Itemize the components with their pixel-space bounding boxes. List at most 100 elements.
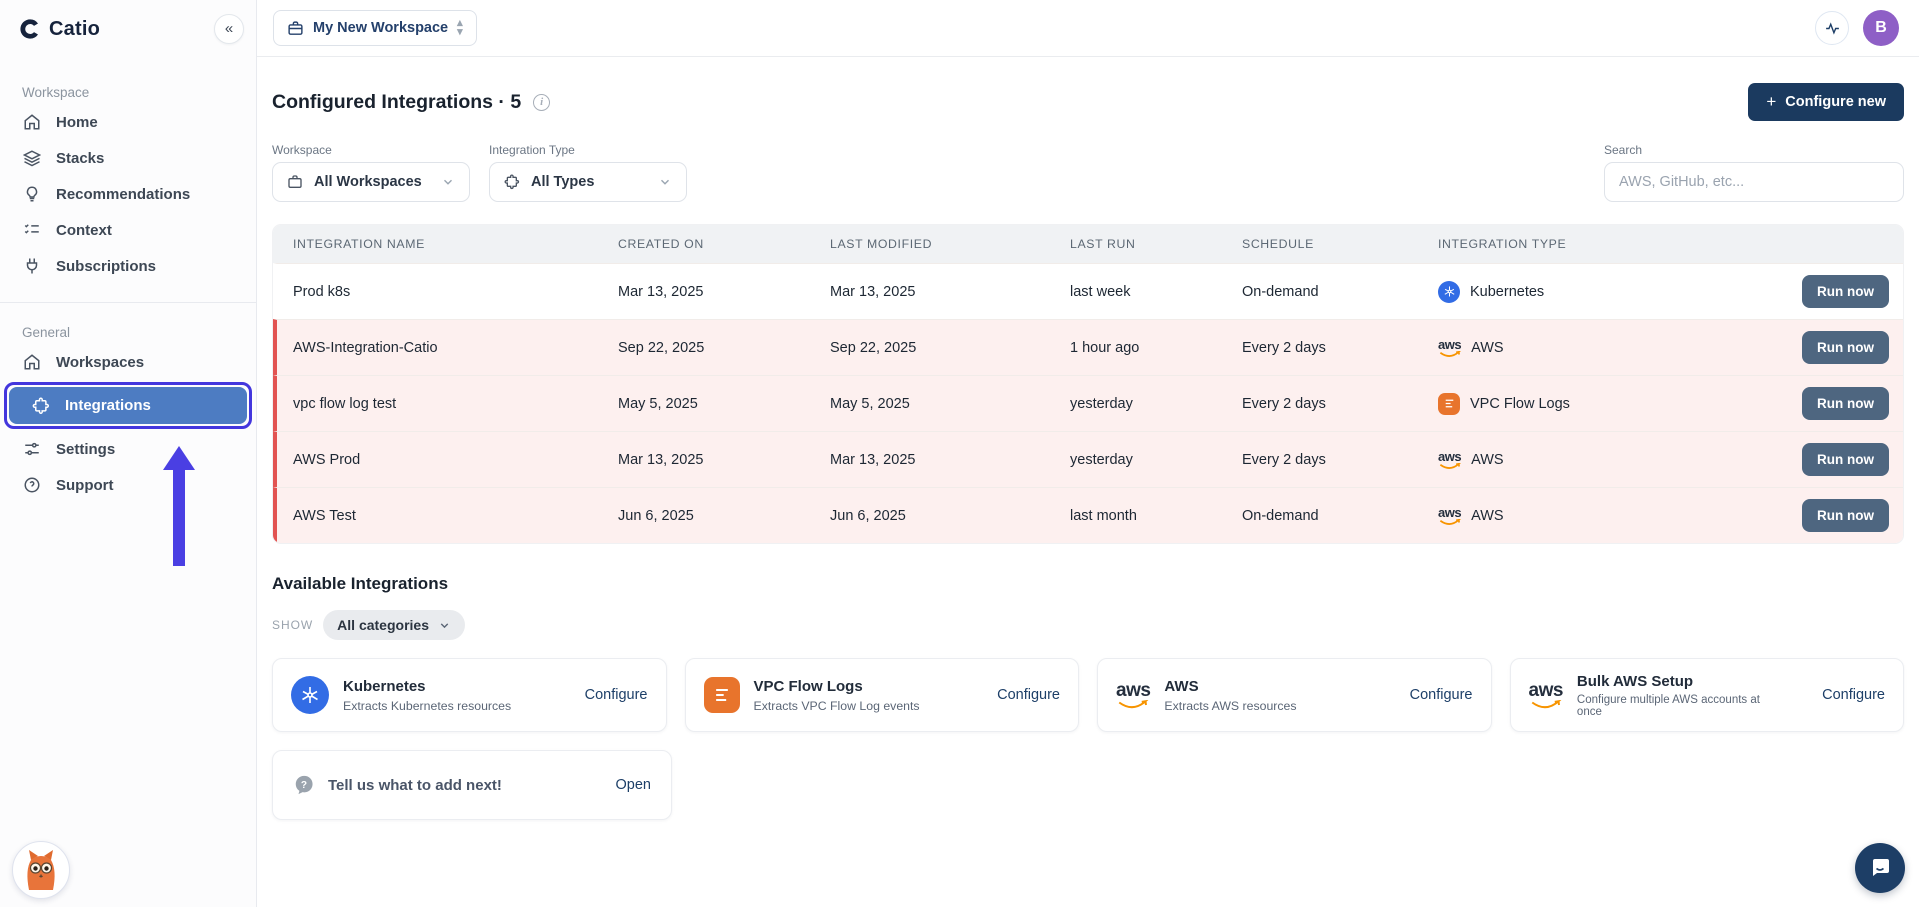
vpc-flow-logs-icon xyxy=(1438,392,1460,415)
sliders-icon xyxy=(22,440,41,459)
card-description: Extracts AWS resources xyxy=(1164,698,1297,713)
sidebar-item-workspaces[interactable]: Workspaces xyxy=(0,344,256,380)
open-link[interactable]: Open xyxy=(615,777,651,793)
aws-icon: aws xyxy=(1438,338,1462,358)
mascot-cat[interactable] xyxy=(12,841,70,899)
integration-card-vpc-flow-logs[interactable]: VPC Flow Logs Extracts VPC Flow Log even… xyxy=(684,658,1079,732)
aws-icon: aws xyxy=(1116,681,1151,710)
feedback-text: Tell us what to add next! xyxy=(328,776,502,794)
table-row[interactable]: AWS-Integration-Catio Sep 22, 2025 Sep 2… xyxy=(273,319,1903,375)
filters-bar: Workspace All Workspaces Integration Typ… xyxy=(272,143,1904,202)
integration-name: vpc flow log test xyxy=(293,395,397,412)
kubernetes-icon xyxy=(1438,280,1460,303)
type-filter-select[interactable]: All Types xyxy=(489,162,687,202)
sidebar-item-recommendations[interactable]: Recommendations xyxy=(0,176,256,212)
card-description: Extracts VPC Flow Log events xyxy=(753,698,920,713)
card-description: Extracts Kubernetes resources xyxy=(343,698,512,713)
content: Configured Integrations · 5 i + Configur… xyxy=(257,57,1919,907)
run-now-button[interactable]: Run now xyxy=(1802,499,1889,532)
integration-card-kubernetes[interactable]: Kubernetes Extracts Kubernetes resources… xyxy=(272,658,667,732)
aws-icon: aws xyxy=(1529,681,1563,710)
chevron-double-left-icon: « xyxy=(224,20,234,37)
feedback-card[interactable]: ? Tell us what to add next! Open xyxy=(272,750,672,820)
sidebar-item-home[interactable]: Home xyxy=(0,104,256,140)
integration-card-aws[interactable]: aws AWS Extracts AWS resources Configure xyxy=(1097,658,1492,732)
sidebar-item-context[interactable]: Context xyxy=(0,212,256,248)
sidebar-collapse-button[interactable]: « xyxy=(214,14,244,44)
integration-card-bulk-aws-setup[interactable]: aws Bulk AWS Setup Configure multiple AW… xyxy=(1509,658,1904,732)
sidebar-section-general: General xyxy=(22,325,71,340)
home-icon xyxy=(22,353,41,372)
chat-bubble-icon xyxy=(1873,859,1889,876)
configure-link[interactable]: Configure xyxy=(584,687,648,703)
info-icon[interactable]: i xyxy=(533,93,551,111)
table-row[interactable]: AWS Test Jun 6, 2025 Jun 6, 2025 last mo… xyxy=(273,487,1903,543)
card-title: AWS xyxy=(1164,677,1199,695)
aws-icon: aws xyxy=(1438,450,1462,470)
avatar-initial: B xyxy=(1875,19,1887,36)
card-title: Kubernetes xyxy=(343,677,426,695)
column-header: LAST MODIFIED xyxy=(830,237,933,251)
run-now-button[interactable]: Run now xyxy=(1802,331,1889,364)
created-on: Mar 13, 2025 xyxy=(618,451,704,468)
workspace-selector-label: My New Workspace xyxy=(313,20,449,36)
table-row[interactable]: vpc flow log test May 5, 2025 May 5, 202… xyxy=(273,375,1903,431)
type-filter-value: All Types xyxy=(531,174,595,190)
workspace-selector[interactable]: My New Workspace ▴ ▾ xyxy=(273,10,477,46)
column-header: CREATED ON xyxy=(618,237,704,251)
table-row[interactable]: AWS Prod Mar 13, 2025 Mar 13, 2025 yeste… xyxy=(273,431,1903,487)
topbar: My New Workspace ▴ ▾ B xyxy=(257,0,1919,57)
sidebar-item-stacks[interactable]: Stacks xyxy=(0,140,256,176)
chat-fab-button[interactable] xyxy=(1855,843,1905,893)
plug-icon xyxy=(22,257,41,276)
schedule: On-demand xyxy=(1242,283,1319,300)
sidebar-item-label: Subscriptions xyxy=(56,257,157,275)
run-now-button[interactable]: Run now xyxy=(1802,443,1889,476)
last-modified: Jun 6, 2025 xyxy=(830,507,906,524)
configure-link[interactable]: Configure xyxy=(997,687,1060,703)
activity-button[interactable] xyxy=(1815,11,1849,45)
schedule: Every 2 days xyxy=(1242,451,1326,468)
plus-icon: + xyxy=(1766,92,1777,111)
home-icon xyxy=(22,113,41,132)
search-input[interactable] xyxy=(1604,162,1904,202)
puzzle-icon xyxy=(31,396,50,415)
column-header: INTEGRATION NAME xyxy=(293,237,425,251)
column-header: LAST RUN xyxy=(1070,237,1136,251)
sidebar-item-support[interactable]: Support xyxy=(0,467,256,503)
run-now-button[interactable]: Run now xyxy=(1802,387,1889,420)
chevron-down-icon xyxy=(440,622,449,628)
run-now-button[interactable]: Run now xyxy=(1802,275,1889,308)
help-circle-icon xyxy=(22,476,41,495)
configure-link[interactable]: Configure xyxy=(1822,687,1885,703)
column-header: SCHEDULE xyxy=(1242,237,1314,251)
vpc-flow-logs-icon xyxy=(703,677,740,713)
sidebar-item-settings[interactable]: Settings xyxy=(0,431,256,467)
sidebar-item-integrations[interactable]: Integrations xyxy=(9,387,247,424)
configure-link[interactable]: Configure xyxy=(1409,687,1473,703)
briefcase-icon xyxy=(288,20,303,35)
category-filter-select[interactable]: All categories xyxy=(323,610,465,640)
table-row[interactable]: Prod k8s Mar 13, 2025 Mar 13, 2025 last … xyxy=(273,263,1903,319)
workspace-filter-label: Workspace xyxy=(272,143,332,157)
card-description: Configure multiple AWS accounts at once xyxy=(1576,693,1760,718)
sidebar-item-subscriptions[interactable]: Subscriptions xyxy=(0,248,256,284)
type-filter-label: Integration Type xyxy=(489,143,575,157)
available-integrations-title: Available Integrations xyxy=(272,574,449,593)
sidebar-item-label: Support xyxy=(56,476,114,494)
workspace-filter-select[interactable]: All Workspaces xyxy=(272,162,470,202)
created-on: Mar 13, 2025 xyxy=(618,283,704,300)
user-avatar[interactable]: B xyxy=(1863,10,1899,46)
catio-logo: Catio xyxy=(18,17,100,41)
briefcase-icon xyxy=(288,175,302,188)
configure-new-label: Configure new xyxy=(1785,94,1886,110)
cat-icon xyxy=(27,850,55,890)
svg-text:?: ? xyxy=(301,780,307,791)
configure-new-button[interactable]: + Configure new xyxy=(1748,83,1904,121)
created-on: Sep 22, 2025 xyxy=(618,339,705,356)
chevron-updown-icon: ▴ ▾ xyxy=(457,17,463,38)
sidebar-item-label: Stacks xyxy=(56,149,105,167)
integration-name: Prod k8s xyxy=(293,283,351,300)
main-area: My New Workspace ▴ ▾ B Configured Integra… xyxy=(257,0,1919,907)
search-label: Search xyxy=(1604,143,1643,157)
